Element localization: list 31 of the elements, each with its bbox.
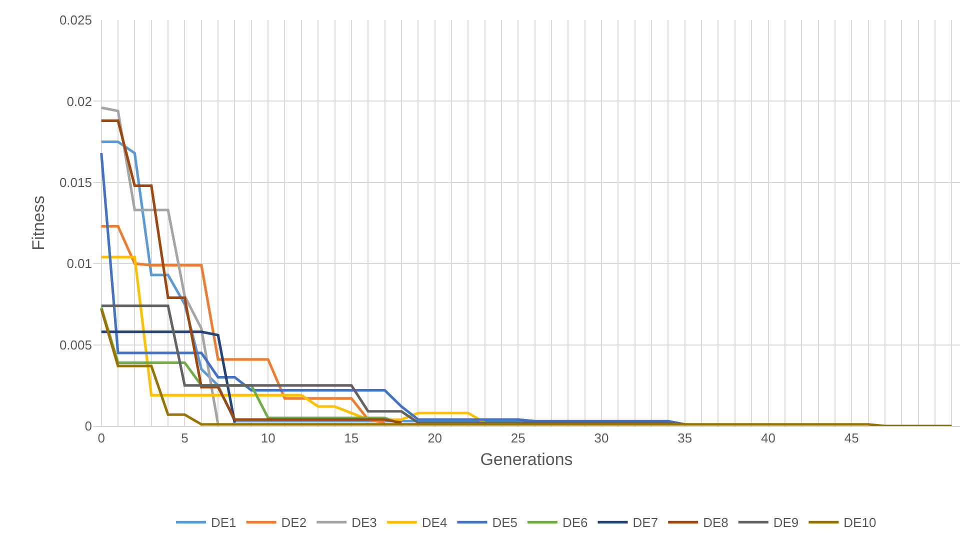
y-tick-label: 0.01 <box>66 256 92 272</box>
x-tick-label: 0 <box>98 430 105 446</box>
y-axis-title: Fitness <box>29 196 48 250</box>
legend-label: DE10 <box>844 515 876 530</box>
x-tick-label: 45 <box>844 430 859 446</box>
line-series <box>100 152 686 426</box>
legend-label: DE2 <box>281 515 307 530</box>
line-series <box>100 308 953 426</box>
legend-label: DE6 <box>562 515 588 530</box>
legend-label: DE4 <box>422 515 448 530</box>
y-tick-label: 0.02 <box>66 94 92 109</box>
x-tick-label: 10 <box>260 430 276 446</box>
y-tick-label: 0.025 <box>59 12 92 28</box>
x-tick-label: 20 <box>428 430 442 446</box>
x-axis-title: Generations <box>480 450 573 469</box>
legend-label: DE9 <box>773 515 799 530</box>
legend-label: DE5 <box>492 515 518 530</box>
y-tick-label: 0.005 <box>59 337 92 352</box>
legend-label: DE1 <box>211 515 236 530</box>
legend-label: DE7 <box>632 515 658 530</box>
x-tick-label: 25 <box>510 430 526 446</box>
x-tick-label: 15 <box>344 430 359 446</box>
x-tick-label: 35 <box>678 430 692 446</box>
legend-label: DE3 <box>352 515 377 530</box>
x-tick-label: 5 <box>181 430 188 446</box>
x-tick-label: 30 <box>594 430 609 446</box>
y-tick-label: 0 <box>84 418 92 434</box>
legend-label: DE8 <box>703 515 728 530</box>
line-series <box>100 119 403 424</box>
y-tick-label: 0.015 <box>59 174 92 190</box>
x-tick-label: 40 <box>761 430 776 446</box>
